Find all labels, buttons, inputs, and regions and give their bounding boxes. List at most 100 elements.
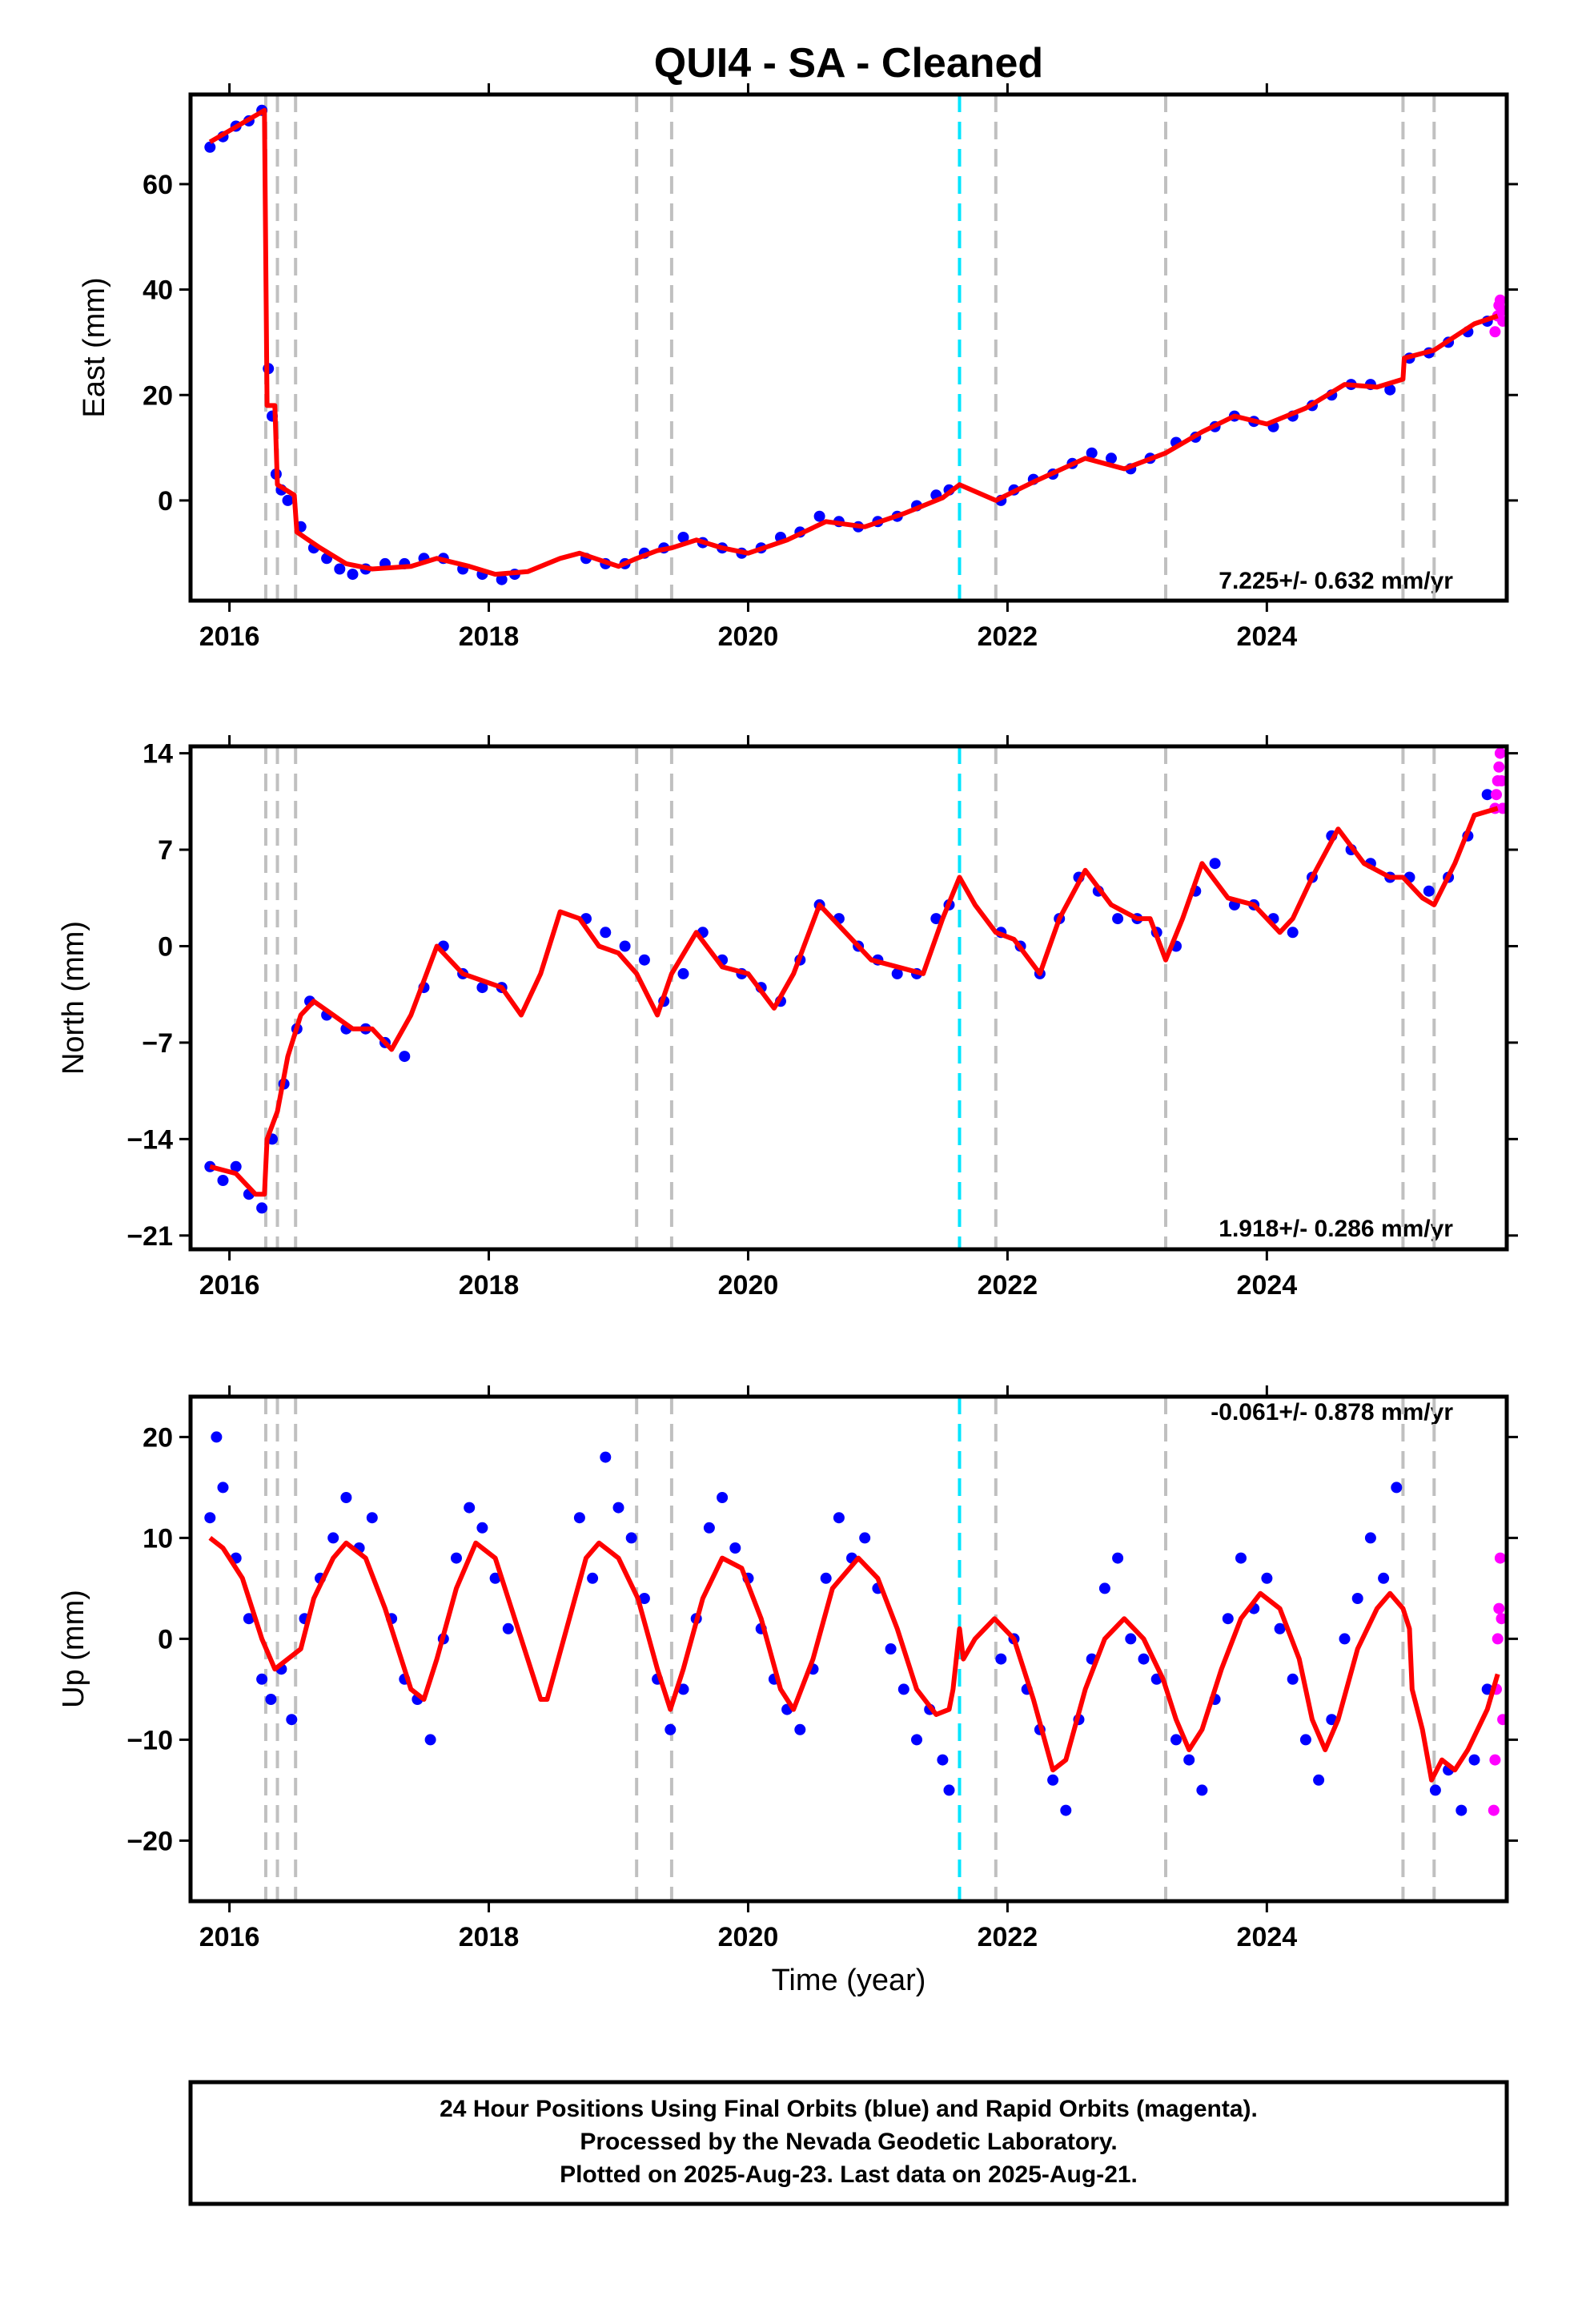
up-final-orbit-point xyxy=(717,1492,729,1503)
up-final-orbit-point xyxy=(638,1593,650,1604)
east-xtick-label: 2024 xyxy=(1237,621,1298,652)
up-final-orbit-point xyxy=(1222,1613,1234,1625)
east-final-orbit-point xyxy=(496,573,508,585)
up-ylabel: Up (mm) xyxy=(57,1590,90,1708)
panel-up: Up (mm) -0.061+/- 0.878 mm/yr Time (year… xyxy=(57,1399,1453,1997)
up-final-orbit-point xyxy=(1261,1572,1273,1584)
east-rapid-orbit-point xyxy=(1494,294,1506,306)
east-rapid-orbit-point xyxy=(1489,326,1501,338)
north-xtick-label: 2018 xyxy=(459,1270,520,1301)
north-final-orbit-point xyxy=(1481,789,1493,801)
east-final-orbit-point xyxy=(1384,384,1396,396)
up-final-orbit-point xyxy=(217,1482,229,1494)
north-xtick-label: 2016 xyxy=(199,1270,260,1301)
up-final-orbit-point xyxy=(859,1532,871,1544)
panel-north: North (mm) 1.918+/- 0.286 mm/yr xyxy=(57,921,1453,1242)
north-rapid-orbit-point xyxy=(1493,761,1505,773)
up-final-orbit-point xyxy=(327,1532,339,1544)
up-rapid-orbit-point xyxy=(1494,1552,1506,1564)
up-final-orbit-point xyxy=(820,1572,832,1584)
east-xtick-label: 2018 xyxy=(459,621,520,652)
up-rapid-orbit-point xyxy=(1488,1804,1500,1816)
up-final-orbit-point xyxy=(424,1734,436,1746)
north-xtick-label: 2022 xyxy=(978,1270,1038,1301)
up-plot-area: 2016 2018 2020 2022 2024 20 10 0 −10 −20 xyxy=(126,1385,1518,1952)
east-axes-frame xyxy=(188,92,1509,603)
up-final-orbit-point xyxy=(885,1643,897,1655)
up-final-orbit-point xyxy=(943,1784,955,1796)
up-ytick-label: 10 xyxy=(143,1523,173,1554)
up-final-orbit-point xyxy=(1138,1653,1150,1665)
up-final-orbit-point xyxy=(703,1522,715,1534)
up-final-orbit-point xyxy=(677,1683,689,1695)
north-ylabel: North (mm) xyxy=(57,921,90,1075)
up-final-orbit-point xyxy=(489,1572,501,1584)
north-axes-frame xyxy=(188,744,1509,1252)
east-plot-area: 2016 2018 2020 2022 2024 0 20 40 60 xyxy=(143,83,1518,652)
chart-title: QUI4 - SA - Cleaned xyxy=(654,40,1043,86)
north-final-orbit-point xyxy=(399,1051,411,1063)
panel-east: East (mm) 7.225+/- 0.632 mm/yr xyxy=(78,277,1453,594)
up-final-orbit-point xyxy=(1170,1734,1182,1746)
east-ylabel: East (mm) xyxy=(78,277,111,417)
north-ytick-label: −7 xyxy=(142,1028,173,1059)
north-ytick-label: −21 xyxy=(126,1221,173,1252)
north-final-orbit-point xyxy=(476,982,488,994)
north-final-orbit-point xyxy=(1112,913,1124,925)
up-final-orbit-point xyxy=(1125,1633,1137,1645)
up-final-orbit-point xyxy=(1235,1552,1247,1564)
north-rapid-orbit-point xyxy=(1494,747,1506,759)
up-final-orbit-point xyxy=(1339,1633,1351,1645)
up-final-orbit-point xyxy=(625,1532,637,1544)
east-final-orbit-point xyxy=(347,569,359,581)
up-final-orbit-point xyxy=(464,1502,476,1514)
east-final-orbit-point xyxy=(1086,447,1098,459)
north-final-orbit-point xyxy=(230,1160,242,1172)
north-plot-area: 2016 2018 2020 2022 2024 14 7 0 −7 −14 −21 xyxy=(126,735,1518,1301)
east-rate-label: 7.225+/- 0.632 mm/yr xyxy=(1219,568,1453,594)
up-final-orbit-point xyxy=(1313,1774,1325,1786)
north-final-orbit-point xyxy=(619,940,631,952)
up-model-line xyxy=(208,1536,1500,1783)
north-final-orbit-point xyxy=(638,954,650,966)
up-xtick-label: 2022 xyxy=(978,1922,1038,1952)
up-rapid-orbit-point xyxy=(1496,1613,1508,1625)
north-ytick-label: 14 xyxy=(143,739,173,770)
north-rate-label: 1.918+/- 0.286 mm/yr xyxy=(1219,1216,1453,1242)
east-ytick-label: 40 xyxy=(143,275,173,306)
up-xtick-label: 2016 xyxy=(199,1922,260,1952)
caption-line-3: Plotted on 2025-Aug-23. Last data on 202… xyxy=(560,2161,1138,2188)
north-ytick-label: −14 xyxy=(126,1124,173,1155)
up-ytick-label: 0 xyxy=(158,1624,173,1655)
caption-frame xyxy=(188,2080,1509,2206)
north-xtick-label: 2020 xyxy=(718,1270,779,1301)
up-final-orbit-point xyxy=(587,1572,599,1584)
east-model-line xyxy=(208,107,1499,577)
up-final-orbit-point xyxy=(1299,1734,1311,1746)
up-rapid-orbit-point xyxy=(1489,1754,1501,1766)
up-final-orbit-point xyxy=(897,1683,909,1695)
up-final-orbit-point xyxy=(600,1451,612,1463)
up-final-orbit-point xyxy=(1468,1754,1480,1766)
up-xtick-label: 2018 xyxy=(459,1922,520,1952)
up-final-orbit-point xyxy=(1196,1784,1208,1796)
north-final-orbit-point xyxy=(1209,858,1221,870)
north-ytick-label: 7 xyxy=(158,835,173,866)
north-final-orbit-point xyxy=(217,1175,229,1186)
up-final-orbit-point xyxy=(911,1734,922,1746)
east-ytick-label: 20 xyxy=(143,380,173,411)
up-final-orbit-point xyxy=(833,1512,845,1524)
up-final-orbit-point xyxy=(1364,1532,1376,1544)
up-final-orbit-point xyxy=(1456,1804,1468,1816)
up-final-orbit-point xyxy=(1351,1593,1363,1604)
up-final-orbit-point xyxy=(340,1492,352,1503)
north-xtick-label: 2024 xyxy=(1237,1270,1298,1301)
north-final-orbit-point xyxy=(1287,927,1299,939)
up-final-orbit-point xyxy=(502,1622,514,1634)
north-final-orbit-point xyxy=(891,967,903,979)
caption-box: 24 Hour Positions Using Final Orbits (bl… xyxy=(188,2080,1509,2206)
east-final-orbit-point xyxy=(282,494,294,506)
east-ytick-label: 0 xyxy=(158,486,173,517)
east-final-orbit-point xyxy=(677,532,689,543)
east-final-orbit-point xyxy=(334,563,346,575)
